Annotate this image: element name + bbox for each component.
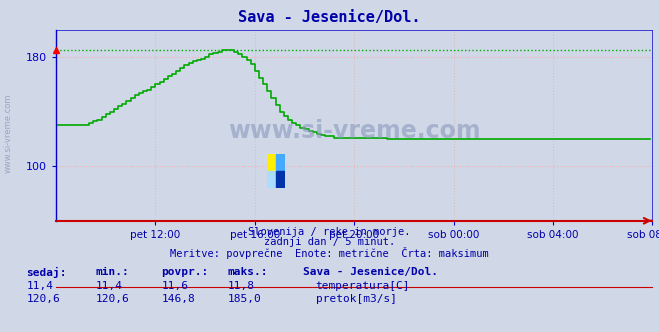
Text: temperatura[C]: temperatura[C]: [316, 281, 410, 290]
Text: sedaj:: sedaj:: [26, 267, 67, 278]
Text: 120,6: 120,6: [96, 294, 129, 304]
Text: 11,6: 11,6: [161, 281, 188, 290]
Text: www.si-vreme.com: www.si-vreme.com: [228, 119, 480, 143]
Bar: [267, 171, 276, 188]
Text: 120,6: 120,6: [26, 294, 60, 304]
Text: maks.:: maks.:: [227, 267, 268, 277]
Text: 11,4: 11,4: [26, 281, 53, 290]
Bar: [276, 154, 285, 171]
Text: min.:: min.:: [96, 267, 129, 277]
Bar: [276, 171, 285, 188]
Bar: [267, 154, 276, 171]
Text: Slovenija / reke in morje.: Slovenija / reke in morje.: [248, 227, 411, 237]
Text: 185,0: 185,0: [227, 294, 261, 304]
Text: Meritve: povprečne  Enote: metrične  Črta: maksimum: Meritve: povprečne Enote: metrične Črta:…: [170, 247, 489, 259]
Text: 11,4: 11,4: [96, 281, 123, 290]
Text: www.si-vreme.com: www.si-vreme.com: [4, 93, 13, 173]
Text: 11,8: 11,8: [227, 281, 254, 290]
Text: povpr.:: povpr.:: [161, 267, 209, 277]
Text: 146,8: 146,8: [161, 294, 195, 304]
Text: Sava - Jesenice/Dol.: Sava - Jesenice/Dol.: [239, 10, 420, 25]
Text: zadnji dan / 5 minut.: zadnji dan / 5 minut.: [264, 237, 395, 247]
Text: pretok[m3/s]: pretok[m3/s]: [316, 294, 397, 304]
Text: Sava - Jesenice/Dol.: Sava - Jesenice/Dol.: [303, 267, 438, 277]
